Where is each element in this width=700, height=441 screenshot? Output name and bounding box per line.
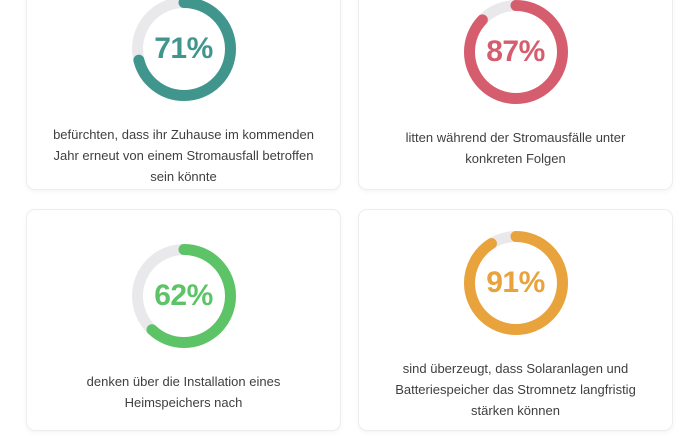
stat-card-heimspeicher-installation: 62% denken über die Installation eines H… [26,209,341,431]
caption-line: litten während der Stromausfälle unter [405,130,626,145]
percent-label: 62% [154,279,213,312]
donut-value-arc [131,0,236,101]
card-caption: befürchten, dass ihr Zuhause im kommende… [53,124,314,187]
donut-svg [463,231,568,335]
caption-line: sind überzeugt, dass Solaranlagen und [402,361,629,376]
donut-chart: 91% [463,231,568,335]
card-caption: sind überzeugt, dass Solaranlagen und Ba… [395,358,636,421]
stat-card-stromausfall-sorge: 71% befürchten, dass ihr Zuhause im komm… [26,0,341,190]
stat-card-stromnetz-staerkung: 91% sind überzeugt, dass Solaranlagen un… [358,209,673,431]
caption-line: Jahr erneut von einem Stromausfall betro… [53,148,314,163]
donut-chart: 87% [463,0,568,104]
caption-line: konkreten Folgen [465,151,566,166]
percent-label: 87% [486,35,545,68]
donut-chart: 62% [131,244,236,348]
donut-value-arc [463,231,568,335]
caption-line: sein könnte [150,169,217,184]
donut-svg [131,0,236,101]
donut-value-arc [131,244,236,348]
donut-svg [463,0,568,104]
caption-line: denken über die Installation eines [86,374,281,389]
caption-line: stärken können [471,403,560,418]
stat-card-konkrete-folgen: 87% litten während der Stromausfälle unt… [358,0,673,190]
caption-line: Batteriespeicher das Stromnetz langfrist… [395,382,636,397]
donut-svg [131,244,236,348]
caption-line: befürchten, dass ihr Zuhause im kommende… [53,127,314,142]
stat-card-grid: 71% befürchten, dass ihr Zuhause im komm… [26,0,673,431]
donut-value-arc [463,0,568,104]
card-caption: litten während der Stromausfälle unter k… [406,127,626,169]
caption-line: Heimspeichers nach [124,395,243,410]
donut-chart: 71% [131,0,236,101]
percent-label: 71% [154,32,213,65]
card-caption: denken über die Installation eines Heims… [87,371,281,413]
percent-label: 91% [486,266,545,299]
